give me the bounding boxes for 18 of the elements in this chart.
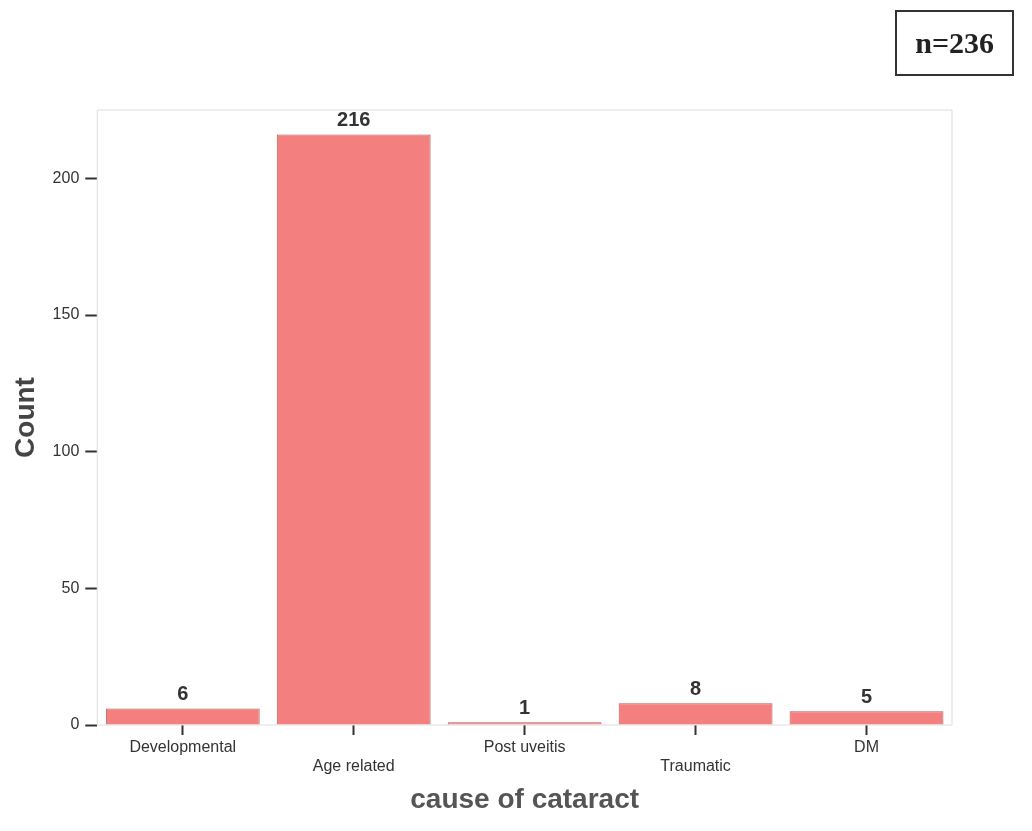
y-tick-label: 200 [52, 168, 80, 186]
y-tick-label: 100 [52, 442, 80, 460]
text: n=236 [895, 10, 1014, 76]
y-tick-label: 150 [52, 305, 80, 323]
y-tick-label: 0 [70, 715, 80, 733]
data-label: 6 [177, 682, 189, 705]
y-tick-label: 50 [61, 578, 80, 596]
x-tick-label: DM [854, 738, 879, 756]
data-label: 1 [519, 695, 531, 718]
x-axis-title: cause of cataract [410, 782, 640, 814]
x-tick-label: Traumatic [660, 757, 731, 775]
data-label: 8 [690, 676, 702, 699]
data-label: 5 [860, 684, 873, 707]
x-tick-label: Age related [312, 757, 395, 775]
y-axis-title: Count [8, 377, 40, 458]
x-tick-label: Developmental [129, 738, 237, 756]
x-tick-label: Post uveitis [483, 738, 566, 756]
data-label: 216 [337, 108, 371, 131]
